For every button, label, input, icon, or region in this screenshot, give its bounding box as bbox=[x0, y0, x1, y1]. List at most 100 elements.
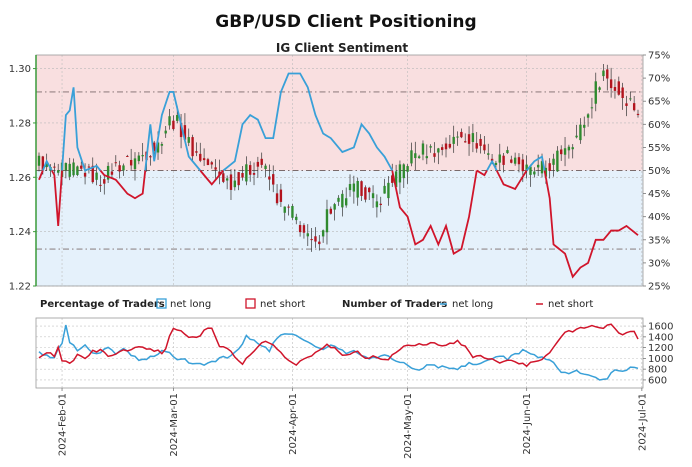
candle-body bbox=[414, 153, 417, 159]
candle-body bbox=[164, 130, 167, 134]
candle-body bbox=[617, 81, 620, 95]
date-tick-label: 2024-Feb-01 bbox=[58, 393, 69, 456]
candle-body bbox=[433, 153, 436, 157]
candle-body bbox=[302, 225, 306, 233]
candle-body bbox=[571, 147, 574, 150]
candle-body bbox=[348, 184, 352, 191]
candle-body bbox=[241, 172, 244, 178]
candle-body bbox=[172, 120, 175, 130]
candle-body bbox=[586, 114, 590, 118]
sentiment-tick-label: 50% bbox=[648, 166, 670, 177]
candle-body bbox=[421, 143, 425, 155]
candle-body bbox=[248, 165, 252, 175]
candle-body bbox=[337, 197, 340, 202]
candle-body bbox=[333, 204, 336, 210]
candle-body bbox=[513, 157, 517, 164]
candle-body bbox=[260, 158, 263, 165]
net-long-count-line bbox=[38, 324, 639, 381]
candle-body bbox=[76, 166, 79, 175]
count-tick-label: 1200 bbox=[648, 343, 673, 354]
count-tick-label: 1600 bbox=[648, 322, 673, 333]
candle-body bbox=[548, 163, 551, 171]
candle-body bbox=[222, 173, 225, 182]
candle-body bbox=[417, 156, 421, 159]
candle-body bbox=[471, 133, 475, 142]
candle-body bbox=[64, 163, 68, 171]
candle-body bbox=[448, 143, 452, 148]
candle-body bbox=[206, 159, 210, 166]
sentiment-tick-label: 70% bbox=[648, 74, 670, 85]
candle-body bbox=[494, 162, 498, 165]
candle-body bbox=[45, 161, 48, 168]
candle-body bbox=[609, 79, 613, 89]
candle-body bbox=[563, 148, 567, 155]
candle-body bbox=[398, 164, 402, 183]
date-tick-label: 2024-Apr-01 bbox=[288, 393, 299, 455]
candle-body bbox=[464, 141, 467, 143]
candle-body bbox=[233, 180, 237, 188]
candle-body bbox=[41, 156, 45, 171]
candle-body bbox=[552, 158, 555, 165]
candle-body bbox=[452, 136, 455, 144]
legend-pct-long-label: net long bbox=[170, 299, 211, 310]
candle-body bbox=[68, 163, 71, 177]
price-tick-label: 1.24 bbox=[9, 227, 31, 238]
candle-body bbox=[487, 153, 490, 155]
legend-pct-short-label: net short bbox=[260, 299, 305, 310]
candle-body bbox=[594, 81, 597, 104]
candle-body bbox=[160, 144, 164, 146]
candle-body bbox=[229, 174, 233, 190]
sentiment-tick-label: 30% bbox=[648, 258, 670, 269]
candle-body bbox=[53, 166, 56, 168]
candle-body bbox=[629, 98, 632, 100]
candle-body bbox=[533, 171, 536, 175]
candle-body bbox=[467, 134, 471, 144]
candle-body bbox=[625, 103, 628, 106]
candle-body bbox=[199, 153, 202, 161]
candle-body bbox=[176, 114, 179, 121]
legend: Percentage of Traders net long net short… bbox=[40, 298, 593, 310]
candle-body bbox=[506, 150, 509, 154]
candle-body bbox=[99, 184, 102, 186]
date-axis-labels: 2024-Feb-01 2024-Mar-01 2024-Apr-01 2024-Ma… bbox=[58, 388, 648, 459]
candle-body bbox=[510, 159, 513, 163]
candle-body bbox=[325, 209, 329, 233]
sentiment-tick-label: 45% bbox=[648, 189, 670, 200]
price-tick-label: 1.22 bbox=[9, 282, 31, 293]
candle-body bbox=[156, 142, 160, 153]
long-sentiment-zone bbox=[36, 170, 643, 286]
short-sentiment-zone bbox=[36, 55, 643, 171]
candle-body bbox=[306, 233, 309, 237]
candle-body bbox=[214, 167, 217, 170]
candle-body bbox=[272, 174, 275, 185]
candle-body bbox=[613, 87, 617, 91]
bottom-panel-frame bbox=[35, 317, 644, 389]
candle-body bbox=[525, 164, 528, 171]
candle-body bbox=[556, 150, 559, 172]
legend-num-short-label: net short bbox=[548, 299, 593, 310]
count-tick-label: 1400 bbox=[648, 332, 673, 343]
candle-body bbox=[529, 166, 532, 175]
candle-body bbox=[268, 176, 271, 180]
legend-number-heading: Number of Traders bbox=[342, 299, 447, 310]
candle-body bbox=[210, 162, 213, 165]
candle-body bbox=[133, 158, 137, 170]
price-tick-label: 1.26 bbox=[9, 173, 31, 184]
candle-body bbox=[583, 124, 586, 128]
net-short-count-line bbox=[38, 323, 639, 368]
candle-body bbox=[475, 143, 478, 149]
candle-body bbox=[80, 165, 83, 169]
legend-num-long-label: net long bbox=[452, 299, 493, 310]
chart-subtitle: IG Client Sentiment bbox=[276, 41, 408, 55]
candle-body bbox=[498, 154, 501, 163]
candle-body bbox=[95, 172, 98, 180]
candle-body bbox=[321, 230, 325, 237]
candle-body bbox=[91, 165, 94, 183]
candle-body bbox=[191, 137, 194, 157]
net-short-percentage-line bbox=[38, 169, 639, 279]
candle-body bbox=[383, 185, 386, 194]
candle-body bbox=[183, 125, 187, 140]
candle-body bbox=[256, 161, 260, 167]
